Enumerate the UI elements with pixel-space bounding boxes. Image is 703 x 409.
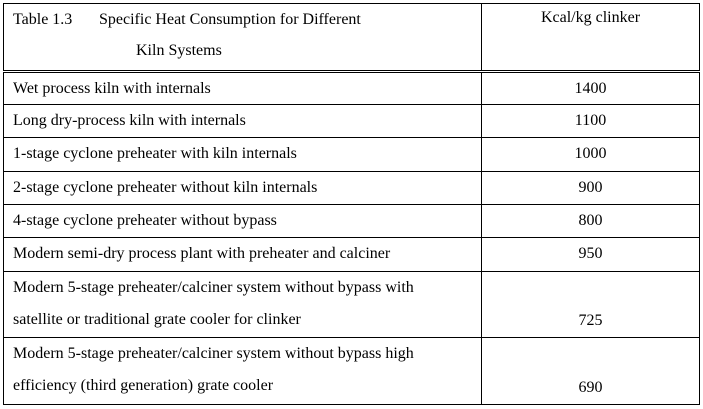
table-title-text: Specific Heat Consumption for Different [99,11,361,28]
table-row: Modern semi-dry process plant with prehe… [3,237,700,272]
table-title-cell: Table 1.3 Specific Heat Consumption for D… [3,3,482,72]
kiln-system-cell: 2-stage cyclone preheater without kiln i… [3,170,482,205]
kiln-system-line: satellite or traditional grate cooler fo… [13,310,301,328]
kiln-system-cell: Long dry-process kiln with internals [3,103,482,139]
heat-consumption-table: Table 1.3 Specific Heat Consumption for D… [3,3,700,405]
kiln-system-cell: Wet process kiln with internals [3,70,482,106]
kiln-system-line: Modern 5-stage preheater/calciner system… [13,278,414,296]
table-row: 1-stage cyclone preheater with kiln inte… [3,137,700,172]
heat-value-cell: 1000 [481,137,700,172]
heat-value-cell: 800 [481,203,700,239]
table-row: Modern 5-stage preheater/calciner system… [3,337,700,405]
heat-value-cell: 1400 [481,70,700,106]
table-row: 4-stage cyclone preheater without bypass… [3,203,700,239]
kiln-system-line: efficiency (third generation) grate cool… [13,377,274,395]
kiln-system-line: Modern 5-stage preheater/calciner system… [13,345,414,363]
kiln-system-cell: 1-stage cyclone preheater with kiln inte… [3,137,482,172]
table-title-line-2: Kiln Systems [136,42,222,59]
table-row: Long dry-process kiln with internals 110… [3,103,700,139]
table-header-row: Table 1.3 Specific Heat Consumption for D… [3,3,700,72]
kiln-system-cell: Modern 5-stage preheater/calciner system… [3,270,482,339]
heat-value-cell: 1100 [481,103,700,139]
table-row: Wet process kiln with internals 1400 [3,70,700,106]
kiln-system-cell: Modern 5-stage preheater/calciner system… [3,337,482,405]
table-row: 2-stage cyclone preheater without kiln i… [3,170,700,205]
table-title-line-1: Table 1.3 Specific Heat Consumption for D… [13,4,481,35]
table-number-label: Table 1.3 [13,11,73,28]
heat-value-cell: 725 [481,270,700,339]
kiln-system-cell: Modern semi-dry process plant with prehe… [3,237,482,272]
kiln-system-cell: 4-stage cyclone preheater without bypass [3,203,482,239]
table-row: Modern 5-stage preheater/calciner system… [3,270,700,339]
unit-header-cell: Kcal/kg clinker [481,3,700,72]
heat-value-cell: 900 [481,170,700,205]
heat-value-cell: 690 [481,337,700,405]
heat-value-cell: 950 [481,237,700,272]
